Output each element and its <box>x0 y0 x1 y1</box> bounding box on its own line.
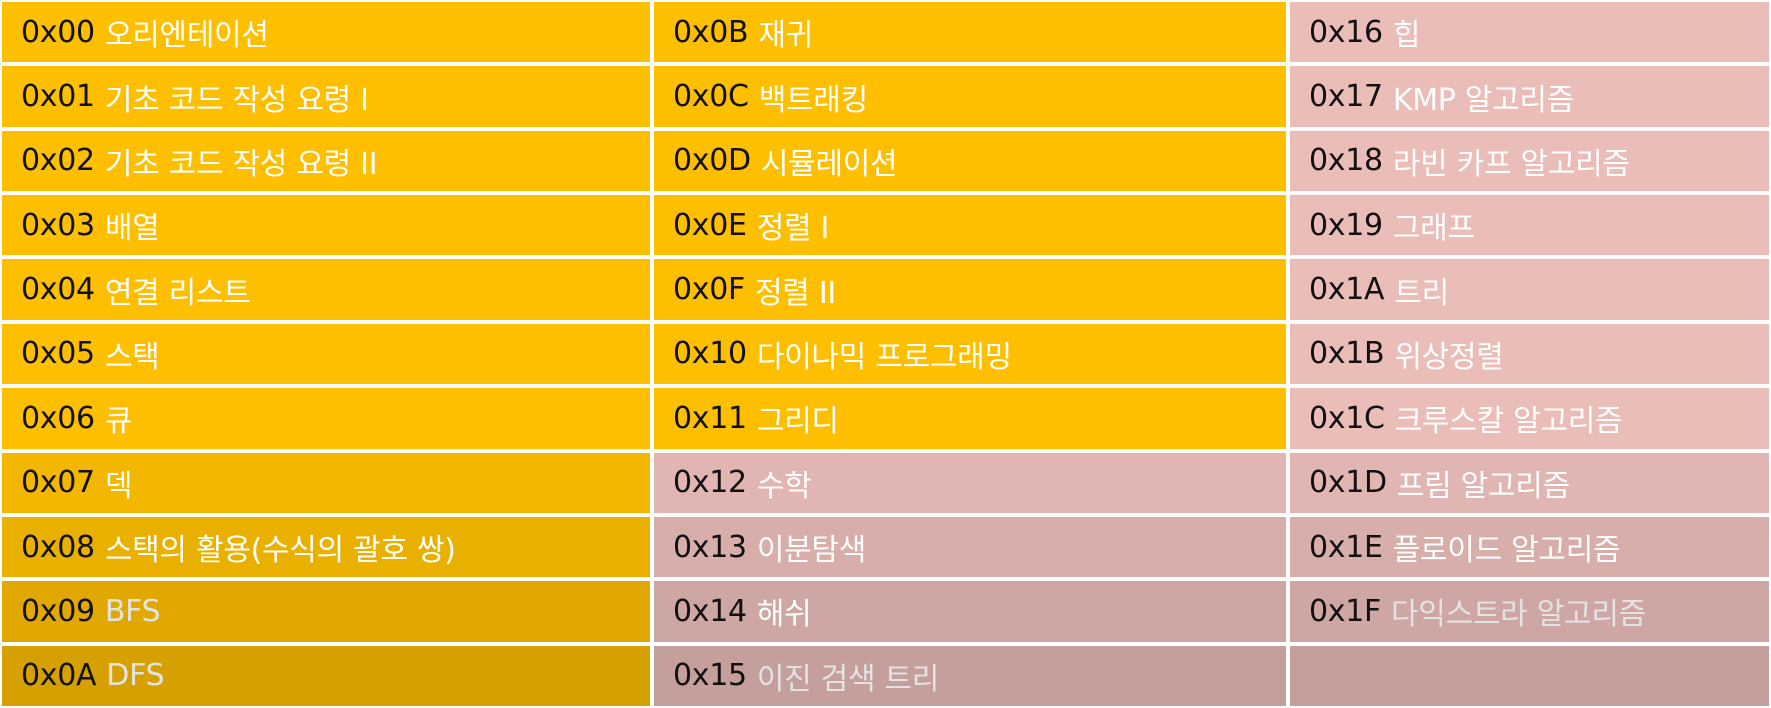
topic-code: 0x0A <box>21 658 97 694</box>
topic-cell-0x03: 0x03 배열 <box>0 193 652 258</box>
topic-cell-0x1f: 0x1F 다익스트라 알고리즘 <box>1288 579 1771 644</box>
topic-title: 힙 <box>1392 18 1421 54</box>
topic-code: 0x1F <box>1309 593 1381 629</box>
topic-cell-0x1b: 0x1B 위상정렬 <box>1288 321 1771 387</box>
topic-title: BFS <box>104 593 161 629</box>
topic-cell-0x05: 0x05 스택 <box>0 321 652 387</box>
topic-title: 기초 코드 작성 요령 II <box>104 146 378 182</box>
topic-cell-0x12: 0x12 수학 <box>652 450 1288 515</box>
topic-code: 0x08 <box>21 529 95 565</box>
topic-cell-0x07: 0x07 덱 <box>0 450 652 515</box>
topic-code: 0x0E <box>673 207 747 243</box>
topic-code: 0x03 <box>21 207 95 243</box>
topic-cell-0x15: 0x15 이진 검색 트리 <box>652 643 1288 708</box>
topic-title: 수학 <box>756 468 812 504</box>
topic-title: 그래프 <box>1392 211 1475 247</box>
topic-title: 이진 검색 트리 <box>756 661 940 697</box>
topic-title: 큐 <box>104 404 133 440</box>
topic-cell-0x13: 0x13 이분탐색 <box>652 514 1288 580</box>
topic-title: 기초 코드 작성 요령 I <box>104 82 369 118</box>
topic-cell-0x0b: 0x0B 재귀 <box>652 0 1288 65</box>
topic-code: 0x10 <box>673 336 747 372</box>
topic-title: 연결 리스트 <box>104 275 251 311</box>
topic-code: 0x18 <box>1309 143 1383 179</box>
topic-code: 0x06 <box>21 400 95 436</box>
topic-code: 0x17 <box>1309 79 1383 115</box>
topic-code: 0x01 <box>21 79 95 115</box>
topic-cell-0x16: 0x16 힙 <box>1288 0 1771 65</box>
topic-title: 오리엔테이션 <box>104 18 269 54</box>
topic-code: 0x09 <box>21 593 95 629</box>
topic-code: 0x19 <box>1309 207 1383 243</box>
topic-code: 0x12 <box>673 465 747 501</box>
topic-title: 위상정렬 <box>1394 339 1504 375</box>
topic-title: 재귀 <box>758 18 813 54</box>
topic-cell-0x1a: 0x1A 트리 <box>1288 257 1771 322</box>
topic-cell-0x00: 0x00 오리엔테이션 <box>0 0 652 65</box>
topic-title: 트리 <box>1394 275 1449 311</box>
topic-cell-0x1c: 0x1C 크루스칼 알고리즘 <box>1288 386 1771 451</box>
topic-code: 0x07 <box>21 465 95 501</box>
topic-code: 0x0F <box>673 272 745 308</box>
topic-cell-0x0e: 0x0E 정렬 I <box>652 193 1288 258</box>
topic-title: 백트래킹 <box>758 82 869 118</box>
topic-title: 정렬 I <box>756 211 830 247</box>
topic-cell-0x0a: 0x0A DFS <box>0 643 652 708</box>
topic-cell-0x09: 0x09 BFS <box>0 579 652 644</box>
topic-cell-0x14: 0x14 해쉬 <box>652 579 1288 644</box>
topic-code: 0x1A <box>1309 272 1385 308</box>
topic-title: KMP 알고리즘 <box>1392 82 1575 118</box>
topic-title: 라빈 카프 알고리즘 <box>1392 146 1630 182</box>
topic-cell-0x18: 0x18 라빈 카프 알고리즘 <box>1288 128 1771 194</box>
topic-code: 0x15 <box>673 658 747 694</box>
topic-code: 0x11 <box>673 400 747 436</box>
topic-code: 0x05 <box>21 336 95 372</box>
topic-cell-0x08: 0x08 스택의 활용(수식의 괄호 쌍) <box>0 514 652 580</box>
topic-title: 배열 <box>104 211 160 247</box>
topic-title: 다익스트라 알고리즘 <box>1390 597 1646 633</box>
topic-title: DFS <box>106 658 165 694</box>
topic-cell-0x06: 0x06 큐 <box>0 386 652 451</box>
topic-code: 0x0C <box>673 79 749 115</box>
topic-code: 0x16 <box>1309 14 1383 50</box>
topic-code: 0x13 <box>673 529 747 565</box>
topic-cell-0x0c: 0x0C 백트래킹 <box>652 64 1288 129</box>
topic-title: 크루스칼 알고리즘 <box>1394 404 1623 440</box>
topic-cell-0x0f: 0x0F 정렬 II <box>652 257 1288 322</box>
topic-title: 플로이드 알고리즘 <box>1392 533 1621 569</box>
topic-title: 시뮬레이션 <box>760 146 898 182</box>
topic-title: 스택의 활용(수식의 괄호 쌍) <box>104 533 456 569</box>
topic-title: 덱 <box>104 468 133 504</box>
topic-title: 스택 <box>104 339 160 375</box>
topic-code: 0x1E <box>1309 529 1383 565</box>
topic-code: 0x0D <box>673 143 751 179</box>
topic-code: 0x02 <box>21 143 95 179</box>
topic-title: 프림 알고리즘 <box>1396 468 1570 504</box>
topic-code: 0x1B <box>1309 336 1385 372</box>
topic-code: 0x14 <box>673 593 747 629</box>
topic-code: 0x1C <box>1309 400 1385 436</box>
topic-cell-0x10: 0x10 다이나믹 프로그래밍 <box>652 321 1288 387</box>
topic-title: 그리디 <box>756 404 839 440</box>
topic-cell-0x02: 0x02 기초 코드 작성 요령 II <box>0 128 652 194</box>
topic-title: 다이나믹 프로그래밍 <box>756 339 1012 375</box>
topic-cell-0x1d: 0x1D 프림 알고리즘 <box>1288 450 1771 515</box>
topic-cell-0x11: 0x11 그리디 <box>652 386 1288 451</box>
topic-title: 이분탐색 <box>756 533 867 569</box>
topic-cell-0x17: 0x17 KMP 알고리즘 <box>1288 64 1771 129</box>
topic-cell-0x01: 0x01 기초 코드 작성 요령 I <box>0 64 652 129</box>
topic-code: 0x0B <box>673 14 749 50</box>
topic-code: 0x00 <box>21 14 95 50</box>
topic-cell-0x1e: 0x1E 플로이드 알고리즘 <box>1288 514 1771 580</box>
empty-cell <box>1288 643 1771 708</box>
topic-cell-0x04: 0x04 연결 리스트 <box>0 257 652 322</box>
topic-title: 정렬 II <box>754 275 836 311</box>
topic-code: 0x04 <box>21 272 95 308</box>
topic-code: 0x1D <box>1309 465 1387 501</box>
topic-cell-0x0d: 0x0D 시뮬레이션 <box>652 128 1288 194</box>
topic-title: 해쉬 <box>756 597 812 633</box>
topic-cell-0x19: 0x19 그래프 <box>1288 193 1771 258</box>
